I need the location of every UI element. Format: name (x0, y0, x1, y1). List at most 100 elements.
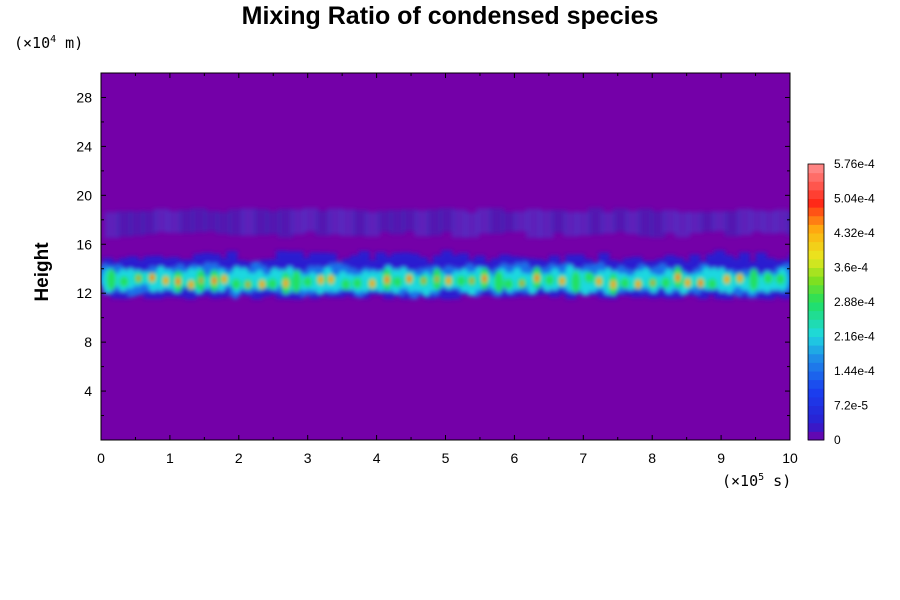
haze-cell (761, 211, 777, 234)
haze-cell (476, 208, 492, 234)
y-tick-label: 16 (76, 236, 92, 252)
haze-cell (414, 210, 430, 237)
hot-blob (199, 277, 203, 284)
haze-cell (674, 212, 691, 238)
hot-blob (137, 275, 140, 282)
core-blob (302, 276, 313, 288)
haze-cell (786, 212, 790, 236)
haze-cell (290, 209, 306, 235)
haze-cell (216, 212, 232, 234)
haze-cell (253, 209, 269, 236)
haze-cell (662, 210, 678, 233)
colorbar-segment (808, 276, 824, 286)
haze-cell (203, 210, 219, 232)
hot-blob (318, 275, 324, 285)
x-tick-label: 9 (717, 450, 725, 466)
haze-cell (637, 208, 653, 237)
hot-blob (676, 274, 680, 281)
core-blob (456, 275, 466, 287)
colorbar-segment (808, 172, 824, 182)
haze-cell (513, 211, 529, 232)
x-tick-label: 6 (511, 450, 519, 466)
haze-cell (439, 208, 455, 232)
core-blob (106, 268, 117, 291)
colorbar-segment (808, 207, 824, 217)
core-blob (544, 274, 555, 286)
haze-cell (749, 210, 765, 232)
hot-blob (685, 278, 691, 287)
core-blob (392, 276, 403, 288)
hot-blob (596, 277, 602, 286)
colorbar-segment (808, 319, 824, 329)
colorbar-segment (808, 267, 824, 277)
y-tick-label: 8 (84, 334, 92, 350)
chart-title: Mixing Ratio of condensed species (241, 2, 659, 30)
hot-blob (559, 276, 565, 286)
haze-cell (377, 210, 393, 232)
hot-blob (213, 277, 216, 284)
hot-blob (535, 275, 539, 281)
hot-blob (435, 276, 439, 282)
x-tick-label: 7 (579, 450, 587, 466)
haze-cell (687, 211, 703, 234)
hot-blob (699, 280, 702, 286)
colorbar-tick-label: 7.2e-5 (834, 399, 868, 413)
haze-cell (166, 210, 182, 233)
colorbar-segment (808, 250, 824, 260)
haze-cell (364, 212, 381, 237)
colorbar-frame (807, 163, 825, 441)
hot-blob (408, 276, 411, 282)
haze-cell (625, 210, 641, 235)
colorbar-segment (808, 327, 824, 337)
core-blob (340, 278, 351, 290)
haze-cell (774, 209, 790, 233)
hot-blob (150, 275, 154, 281)
core-blob (291, 270, 302, 293)
colorbar-segment (808, 371, 824, 381)
x-tick-label: 1 (166, 450, 174, 466)
layer-blob (549, 268, 561, 291)
hot-blob (520, 280, 524, 286)
colorbar-tick-label: 5.04e-4 (834, 192, 875, 206)
hot-blob (221, 274, 227, 284)
colorbar-segment (808, 345, 824, 355)
colorbar-segment (808, 422, 824, 432)
hot-blob (283, 278, 289, 288)
colorbar-segment (808, 181, 824, 191)
haze-cell (327, 208, 343, 235)
haze-cell (712, 211, 728, 232)
haze-cell (575, 211, 591, 236)
hot-blob (651, 280, 655, 286)
core-blob (707, 278, 717, 290)
haze-cell (116, 211, 133, 237)
x-tick-label: 3 (304, 450, 312, 466)
layer-blob (360, 270, 372, 293)
haze-cell (228, 209, 244, 236)
core-blob (775, 273, 786, 285)
x-tick-label: 10 (782, 450, 798, 466)
haze-cell (650, 211, 666, 238)
haze-cell (278, 208, 294, 238)
colorbar-segment (808, 189, 824, 199)
colorbar-segment (808, 379, 824, 389)
haze-cell (178, 209, 195, 234)
colorbar-segment (808, 405, 824, 415)
heatmap-field (101, 207, 790, 300)
haze-cell (154, 208, 170, 233)
hot-blob (483, 276, 486, 282)
core-blob (619, 277, 630, 289)
colorbar-segment (808, 293, 824, 303)
colorbar-segment (808, 388, 824, 398)
haze-cell (563, 211, 579, 237)
hot-blob (610, 280, 616, 289)
hot-blob (446, 276, 451, 285)
haze-cell (191, 208, 207, 233)
haze-cell (488, 208, 505, 234)
core-blob (763, 272, 774, 284)
colorbar-segment (808, 396, 824, 406)
colorbar-segment (808, 431, 824, 441)
haze-cell (340, 209, 356, 237)
hot-blob (369, 279, 375, 288)
